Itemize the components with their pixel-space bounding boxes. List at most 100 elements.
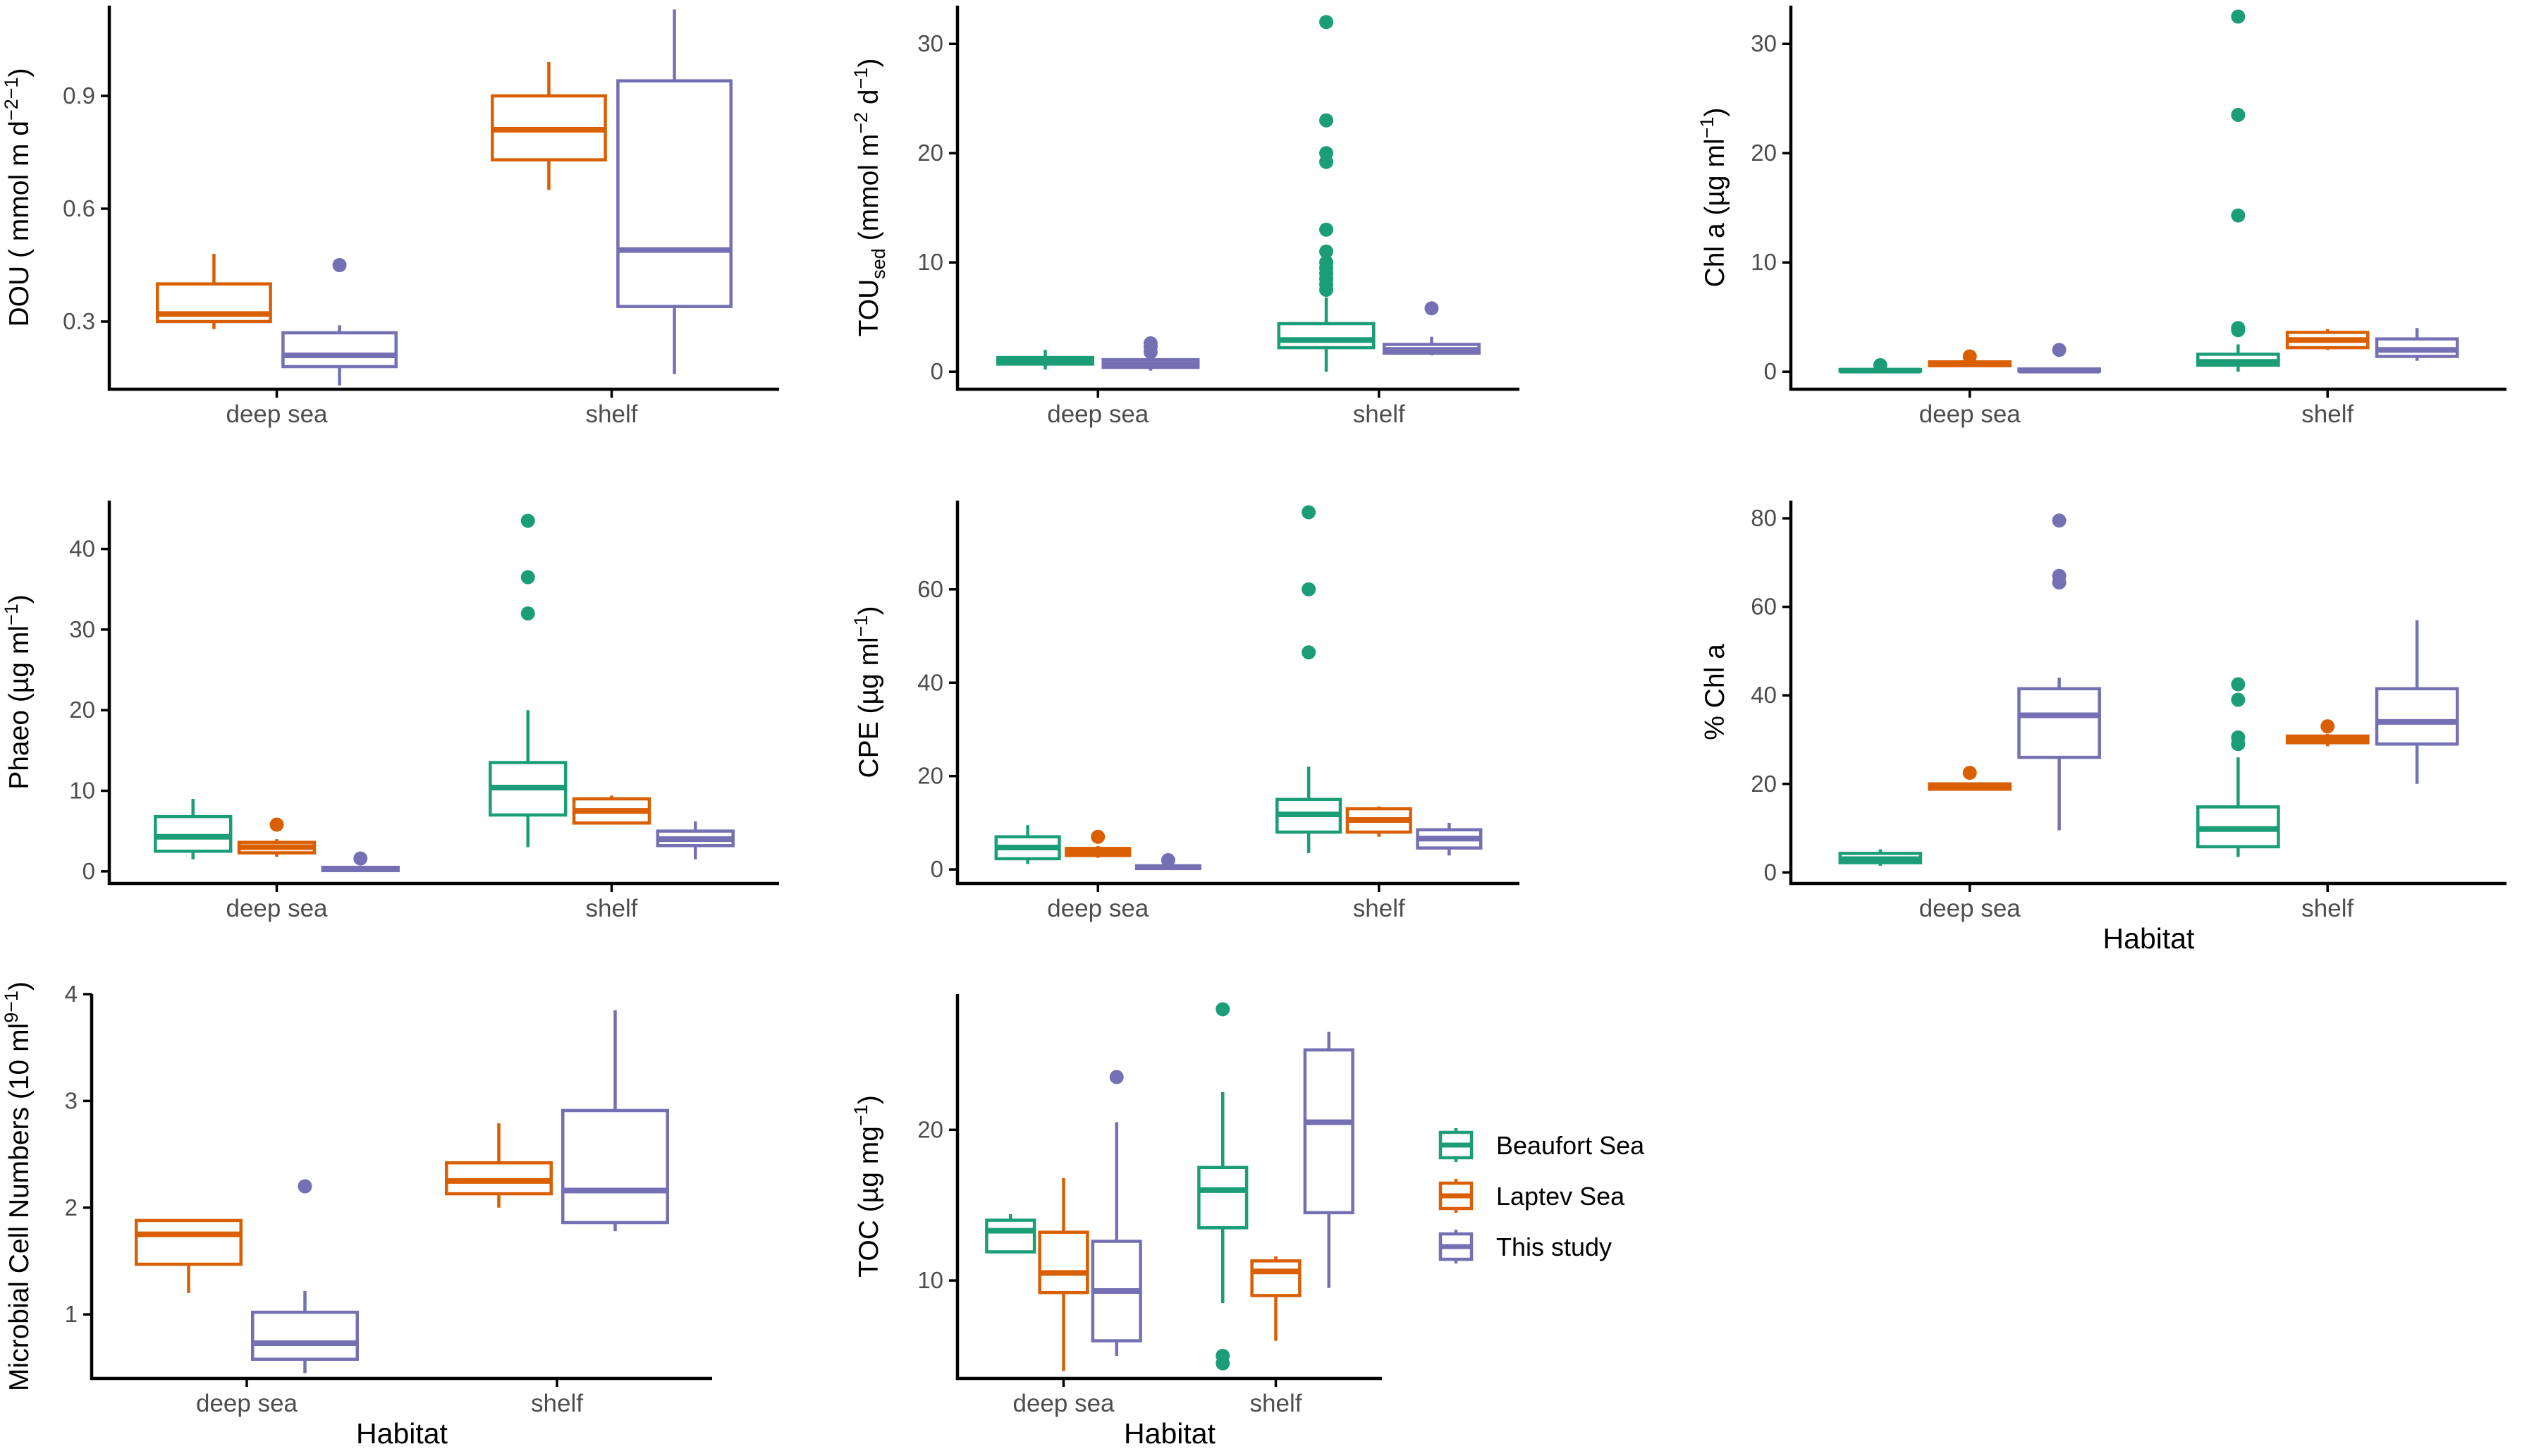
box-laptev-sea-deep-sea (135, 1218, 243, 1293)
box-this-study-deep-sea (2017, 343, 2101, 374)
x-tick-label-deep-sea: deep sea (1919, 400, 2021, 428)
y-tick-label: 10 (917, 1267, 943, 1293)
y-tick-label: 20 (1751, 771, 1777, 797)
y-tick-label: 20 (917, 1116, 943, 1142)
box-this-study-deep-sea (251, 1179, 359, 1374)
box-beaufort-sea-deep-sea (154, 798, 233, 859)
box-this-study-shelf (2375, 620, 2459, 784)
outlier-point (1216, 1348, 1230, 1363)
x-tick-label-shelf: shelf (1353, 400, 1405, 428)
y-tick-label: 10 (69, 778, 95, 804)
outlier-point (1319, 222, 1334, 237)
outlier-point (2231, 321, 2246, 336)
panel-7: 1 2 3 4 deep sea shelf Habitat Microbial Cell N… (1, 981, 712, 1450)
box-laptev-sea-shelf (2285, 329, 2370, 350)
box-iqr (154, 814, 233, 853)
box-this-study-deep-sea (281, 258, 398, 386)
outlier-point (2231, 107, 2246, 122)
box-beaufort-sea-shelf (489, 513, 568, 848)
panel-3: 0 10 20 30 deep sea shelf Chl a (µg ml−1) (1696, 6, 2506, 428)
outlier-point (1216, 1002, 1230, 1017)
box-iqr (2017, 687, 2101, 759)
x-tick-label-deep-sea: deep sea (196, 1390, 298, 1417)
outlier-point (1873, 357, 1887, 372)
outlier-point (332, 258, 347, 272)
outlier-point (1109, 1070, 1124, 1084)
outlier-point (1319, 15, 1334, 30)
y-tick-label: 0 (1764, 358, 1777, 384)
outlier-point (2052, 343, 2067, 357)
y-tick-label: 20 (69, 697, 95, 723)
outlier-point (2052, 568, 2067, 583)
legend-item-beaufort-sea: Beaufort Sea (1436, 1128, 1645, 1162)
box-this-study-deep-sea (1091, 1070, 1142, 1356)
outlier-point (269, 817, 284, 832)
x-tick-label-deep-sea: deep sea (226, 895, 328, 922)
y-tick-label: 40 (69, 536, 95, 562)
y-tick-label: 0 (931, 856, 943, 882)
box-laptev-sea-deep-sea (237, 817, 317, 857)
x-tick-label-shelf: shelf (2301, 400, 2353, 428)
box-this-study-deep-sea (2017, 513, 2101, 831)
box-iqr (251, 1310, 359, 1362)
x-axis-title: Habitat (2103, 922, 2196, 955)
y-tick-label: 40 (1751, 682, 1777, 708)
box-laptev-sea-deep-sea (156, 254, 272, 329)
outlier-point (1302, 645, 1316, 660)
box-iqr (1303, 1048, 1354, 1215)
box-iqr (616, 79, 733, 308)
box-iqr (2375, 687, 2459, 746)
outlier-point (2231, 9, 2246, 24)
outlier-point (2231, 208, 2246, 223)
y-tick-label: 20 (917, 763, 943, 789)
box-beaufort-sea-deep-sea (1838, 357, 1923, 374)
y-tick-label: 30 (69, 616, 95, 642)
legend-label-beaufort-sea: Beaufort Sea (1496, 1131, 1645, 1160)
panel-1: 0.3 0.6 0.9 deep sea shelf DOU ( mmol m d−2−1… (1, 6, 779, 428)
y-axis-title: TOUsed (mmol m−2 d−1) (850, 59, 889, 337)
y-tick-label: 0.6 (63, 195, 95, 221)
box-laptev-sea-deep-sea (1038, 1177, 1089, 1371)
box-iqr (135, 1218, 243, 1266)
box-laptev-sea-shelf (2285, 719, 2370, 747)
box-laptev-sea-shelf (445, 1123, 553, 1208)
box-laptev-sea-shelf (1345, 806, 1412, 837)
box-this-study-deep-sea (1101, 336, 1200, 371)
outlier-point (2052, 513, 2067, 528)
legend-label-laptev-sea: Laptev Sea (1496, 1182, 1625, 1211)
legend-label-this-study: This study (1496, 1232, 1612, 1261)
box-this-study-deep-sea (321, 851, 400, 872)
y-tick-label: 10 (917, 249, 943, 275)
y-tick-label: 30 (917, 30, 943, 56)
x-tick-label-shelf: shelf (1353, 895, 1405, 922)
legend-item-laptev-sea: Laptev Sea (1436, 1179, 1625, 1213)
outlier-point (1143, 336, 1158, 350)
box-iqr (561, 1108, 669, 1225)
y-tick-label: 2 (65, 1194, 78, 1221)
y-tick-label: 30 (1751, 30, 1777, 56)
y-tick-label: 0.3 (63, 308, 95, 334)
x-tick-label-deep-sea: deep sea (1047, 400, 1149, 428)
box-laptev-sea-deep-sea (1065, 829, 1132, 858)
outlier-point (1319, 244, 1334, 259)
y-axis-title: CPE (µg ml−1) (850, 606, 884, 778)
y-axis-title: Chl a (µg ml−1) (1696, 108, 1730, 288)
box-beaufort-sea-shelf (1277, 15, 1376, 372)
box-laptev-sea-deep-sea (1928, 349, 2012, 367)
x-tick-label-deep-sea: deep sea (1047, 895, 1149, 922)
x-tick-label-shelf: shelf (2301, 895, 2353, 922)
outlier-point (2320, 719, 2335, 734)
y-tick-label: 80 (1751, 505, 1777, 531)
box-iqr (281, 331, 398, 369)
y-tick-label: 3 (65, 1087, 78, 1113)
x-tick-label-shelf: shelf (1250, 1390, 1302, 1417)
y-tick-label: 60 (1751, 594, 1777, 620)
y-tick-label: 0.9 (63, 82, 95, 109)
box-beaufort-sea-shelf (1197, 1002, 1249, 1371)
panel-2: 0 10 20 30 deep sea shelf TOUsed (mmol m−2 d−1… (850, 6, 1519, 428)
y-axis-title: TOC (µg mg−1) (850, 1095, 884, 1277)
outlier-point (1424, 301, 1439, 316)
outlier-point (1091, 829, 1106, 844)
box-iqr (985, 1218, 1036, 1254)
x-tick-label-shelf: shelf (586, 895, 638, 922)
